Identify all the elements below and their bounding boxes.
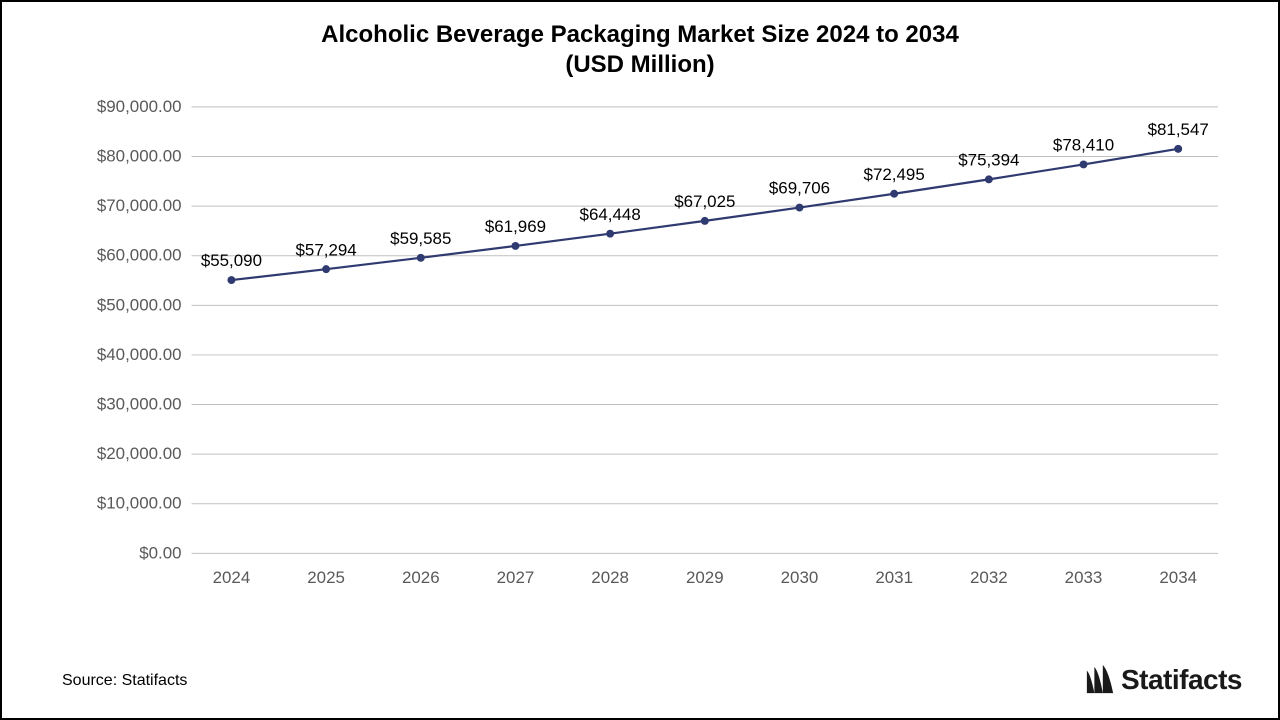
svg-text:2028: 2028 <box>591 568 629 587</box>
x-axis-ticks: 2024 2025 2026 2027 2028 2029 2030 2031 2032 2033… <box>213 568 1197 587</box>
svg-text:$90,000.00: $90,000.00 <box>97 97 182 116</box>
y-axis-ticks: $0.00 $10,000.00 $20,000.00 $30,000.00 $40,0… <box>97 97 182 562</box>
title-line-1: Alcoholic Beverage Packaging Market Size… <box>2 20 1278 50</box>
svg-text:2032: 2032 <box>970 568 1008 587</box>
svg-text:$81,547: $81,547 <box>1148 120 1209 139</box>
line-chart-svg: $0.00 $10,000.00 $20,000.00 $30,000.00 $40,0… <box>62 97 1238 598</box>
gridlines <box>192 107 1219 553</box>
chart-area: $0.00 $10,000.00 $20,000.00 $30,000.00 $40,0… <box>62 97 1238 598</box>
svg-text:$64,448: $64,448 <box>580 205 641 224</box>
source-attribution: Source: Statifacts <box>62 672 187 690</box>
data-labels: $55,090 $57,294 $59,585 $61,969 $64,448 $67,0… <box>201 120 1209 270</box>
data-series-line <box>231 149 1178 280</box>
svg-text:$10,000.00: $10,000.00 <box>97 494 182 513</box>
svg-text:2030: 2030 <box>781 568 819 587</box>
svg-text:$59,585: $59,585 <box>390 229 451 248</box>
svg-text:2025: 2025 <box>307 568 345 587</box>
title-line-2: (USD Million) <box>2 50 1278 80</box>
svg-text:$40,000.00: $40,000.00 <box>97 345 182 364</box>
svg-text:$69,706: $69,706 <box>769 179 830 198</box>
svg-text:2029: 2029 <box>686 568 724 587</box>
svg-text:$70,000.00: $70,000.00 <box>97 196 182 215</box>
svg-text:$60,000.00: $60,000.00 <box>97 246 182 265</box>
svg-text:$67,025: $67,025 <box>674 192 735 211</box>
svg-text:2031: 2031 <box>875 568 913 587</box>
statifacts-icon <box>1085 665 1115 695</box>
title-block: Alcoholic Beverage Packaging Market Size… <box>2 2 1278 80</box>
svg-text:$20,000.00: $20,000.00 <box>97 444 182 463</box>
svg-text:$50,000.00: $50,000.00 <box>97 295 182 314</box>
brand-name: Statifacts <box>1121 664 1242 696</box>
svg-text:2026: 2026 <box>402 568 440 587</box>
chart-frame: Alcoholic Beverage Packaging Market Size… <box>0 0 1280 720</box>
svg-text:2024: 2024 <box>213 568 251 587</box>
brand-logo: Statifacts <box>1085 664 1242 696</box>
svg-text:$75,394: $75,394 <box>958 151 1019 170</box>
svg-text:$61,969: $61,969 <box>485 217 546 236</box>
svg-text:$55,090: $55,090 <box>201 251 262 270</box>
svg-text:2027: 2027 <box>497 568 535 587</box>
svg-text:$57,294: $57,294 <box>296 240 357 259</box>
svg-text:2033: 2033 <box>1065 568 1103 587</box>
svg-text:$30,000.00: $30,000.00 <box>97 395 182 414</box>
svg-text:2034: 2034 <box>1159 568 1197 587</box>
svg-text:$72,495: $72,495 <box>864 165 925 184</box>
svg-text:$0.00: $0.00 <box>139 543 181 562</box>
svg-text:$80,000.00: $80,000.00 <box>97 147 182 166</box>
svg-text:$78,410: $78,410 <box>1053 136 1114 155</box>
